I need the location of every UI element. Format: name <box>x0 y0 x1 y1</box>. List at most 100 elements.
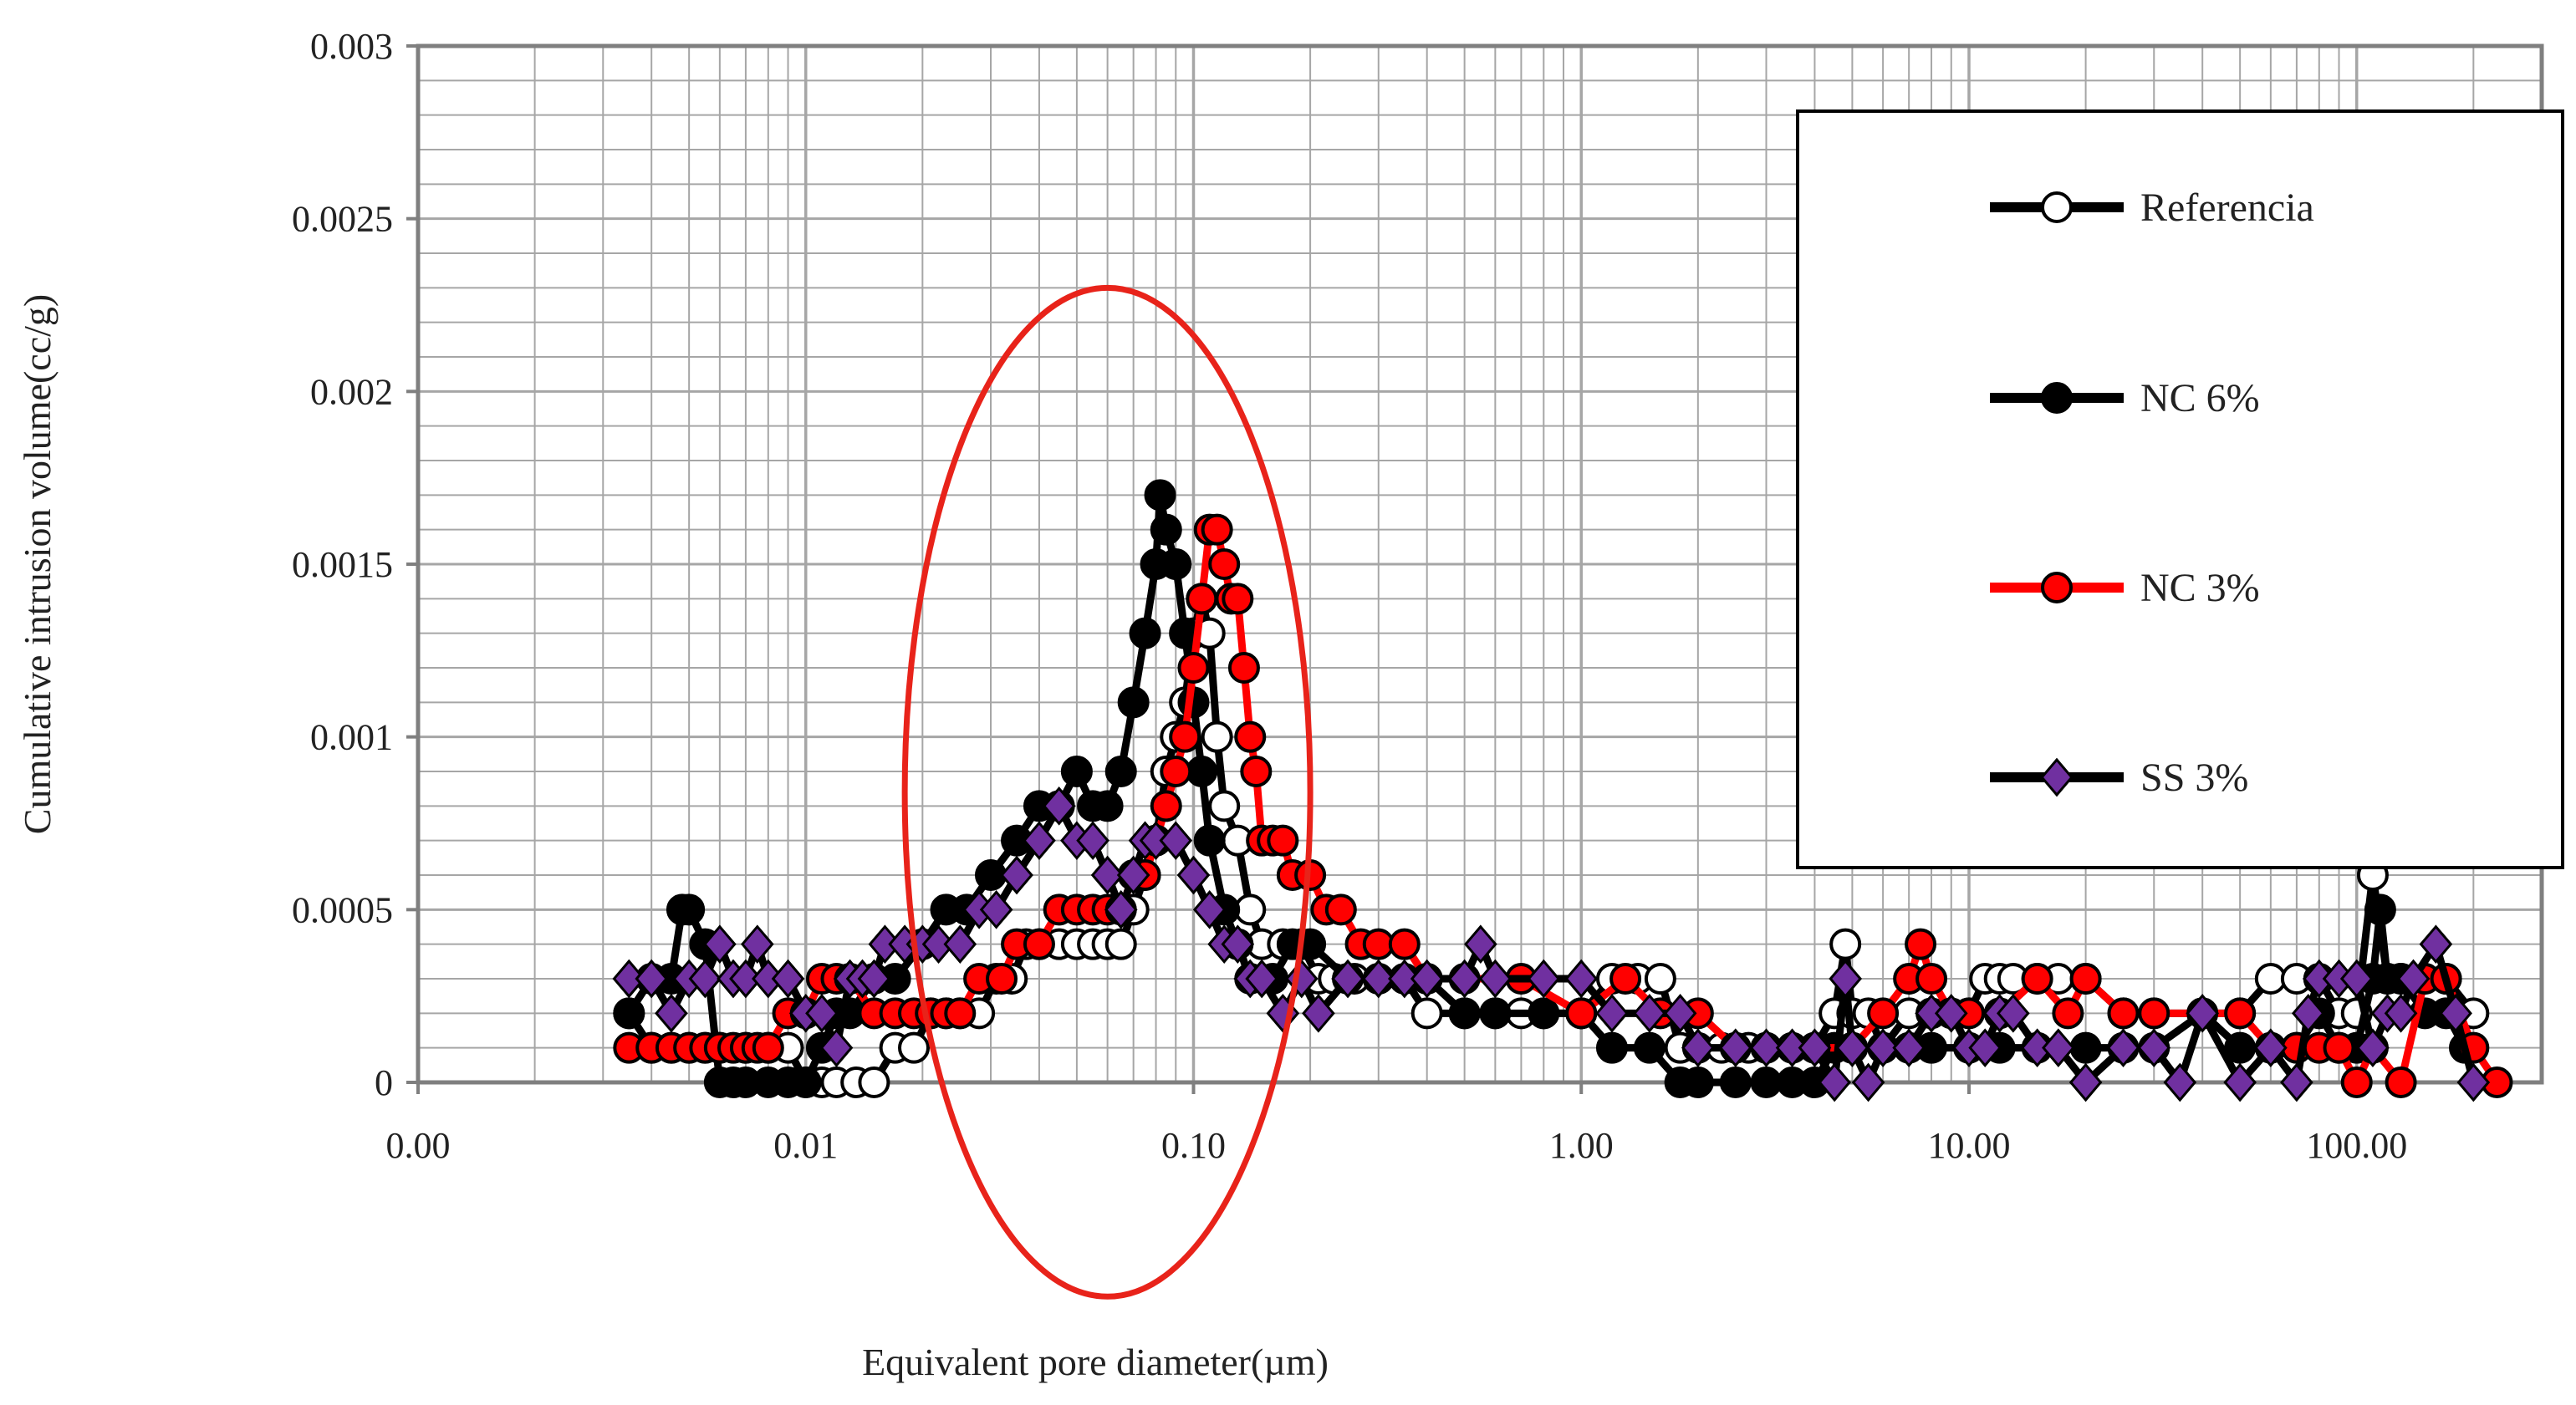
data-point-nc-3 <box>1201 513 1233 546</box>
data-point-ss-3 <box>1892 1028 1926 1067</box>
data-point-referencia <box>1234 893 1267 926</box>
data-point-nc-6 <box>1144 479 1176 512</box>
data-point-ss-3 <box>1749 1028 1783 1067</box>
data-point-nc-6 <box>1104 756 1137 787</box>
data-point-nc-3 <box>1186 583 1218 615</box>
data-point-ss-3 <box>2339 959 2374 999</box>
data-point-ss-3 <box>1331 959 1365 999</box>
data-point-ss-3 <box>1245 959 1278 999</box>
data-point-nc-6 <box>1150 513 1182 546</box>
y-tick-label: 0.0025 <box>292 199 393 240</box>
data-point-ss-3 <box>1798 1028 1832 1067</box>
legend-entry-nc-3: NC 3% <box>1990 566 2260 610</box>
y-tick-label: 0.002 <box>310 371 393 412</box>
data-point-nc-3 <box>1177 652 1210 684</box>
data-point-ss-3 <box>2068 1062 2103 1102</box>
data-point-ss-3 <box>1159 821 1193 860</box>
y-tick-label: 0.0005 <box>292 889 393 930</box>
data-point-ss-3 <box>1361 959 1395 999</box>
data-point-ss-3 <box>1176 855 1211 895</box>
data-point-ss-3 <box>703 924 737 964</box>
data-point-nc-6 <box>1528 997 1560 1030</box>
data-point-ss-3 <box>2456 1062 2491 1102</box>
x-tick-label: 0.00 <box>386 1125 451 1166</box>
data-point-nc-3 <box>2138 997 2170 1030</box>
data-point-ss-3 <box>2280 1062 2313 1102</box>
data-point-nc-3 <box>1905 928 1937 960</box>
data-point-nc-3 <box>1565 997 1598 1030</box>
y-tick-label: 0 <box>375 1062 393 1103</box>
legend-entry-ss-3: SS 3% <box>1990 756 2248 800</box>
data-point-ss-3 <box>1681 1028 1715 1067</box>
data-point-nc-3 <box>944 997 977 1030</box>
data-point-ss-3 <box>2384 994 2418 1033</box>
data-point-nc-3 <box>1234 720 1267 753</box>
data-point-nc-6 <box>673 893 706 926</box>
x-tick-label: 1.00 <box>1549 1125 1614 1166</box>
highlight-ellipse <box>901 284 1314 1300</box>
data-point-ss-3 <box>1829 959 1862 999</box>
legend-label-nc-3: NC 3% <box>2140 566 2260 610</box>
data-point-nc-3 <box>2224 997 2257 1030</box>
data-point-ss-3 <box>2106 1028 2140 1067</box>
data-point-ss-3 <box>1478 959 1512 999</box>
data-point-nc-6 <box>1719 1066 1752 1098</box>
x-tick-label: 0.10 <box>1161 1125 1226 1166</box>
data-point-ss-3 <box>979 890 1013 929</box>
data-point-ss-3 <box>1934 994 1968 1033</box>
y-axis-title: Cumulative intrusion volume(cc/g) <box>16 294 59 834</box>
legend-box <box>1796 109 2564 869</box>
data-point-ss-3 <box>771 959 805 999</box>
data-point-referencia <box>1644 963 1676 995</box>
data-point-referencia <box>1829 928 1862 960</box>
data-point-nc-6 <box>2069 1031 2102 1064</box>
data-point-nc-6 <box>1091 790 1124 822</box>
data-point-ss-3 <box>1527 959 1561 999</box>
data-point-ss-3 <box>1633 994 1666 1033</box>
data-point-nc-6 <box>613 997 645 1030</box>
data-point-ss-3 <box>1968 1028 2002 1067</box>
data-point-nc-6 <box>1479 997 1512 1030</box>
data-point-nc-3 <box>2052 997 2084 1030</box>
data-point-ss-3 <box>1090 855 1125 895</box>
data-point-nc-3 <box>1169 720 1201 753</box>
data-point-ss-3 <box>1410 959 1444 999</box>
data-point-ss-3 <box>1023 821 1056 860</box>
data-point-ss-3 <box>688 959 722 999</box>
data-point-ss-3 <box>1042 786 1076 826</box>
data-point-ss-3 <box>1302 994 1335 1033</box>
legend-marker-shape <box>2041 191 2073 223</box>
data-point-nc-6 <box>1060 756 1093 787</box>
data-point-referencia <box>898 1031 931 1064</box>
data-point-ss-3 <box>1718 1028 1752 1067</box>
data-point-referencia <box>1410 997 1443 1030</box>
data-point-nc-3 <box>1208 548 1241 580</box>
data-point-referencia <box>1208 790 1241 822</box>
data-point-nc-3 <box>2385 1066 2417 1098</box>
data-point-ss-3 <box>1221 924 1255 964</box>
data-point-ss-3 <box>857 959 891 999</box>
data-point-ss-3 <box>1192 890 1227 929</box>
data-series <box>612 479 2513 1102</box>
data-point-referencia <box>1201 720 1233 753</box>
data-point-nc-3 <box>1867 997 1900 1030</box>
legend-entry-nc-6: NC 6% <box>1990 376 2260 420</box>
legend-marker-shape <box>2041 382 2073 414</box>
data-point-referencia <box>1104 928 1137 960</box>
data-point-nc-6 <box>1160 548 1192 580</box>
data-point-nc-6 <box>1129 617 1161 649</box>
data-point-ss-3 <box>2356 1028 2390 1067</box>
axis-ticks: 0.00 0.01 0.10 1.00 10.00 100.00 0 0.0005 0.001 0… <box>292 26 2407 1166</box>
data-point-ss-3 <box>2254 1028 2288 1067</box>
data-point-nc-3 <box>2069 963 2102 995</box>
legend: Referencia NC 6% NC 3% SS 3% <box>1796 109 2564 869</box>
data-point-ss-3 <box>1775 1028 1809 1067</box>
legend-label-ss-3: SS 3% <box>2140 756 2248 800</box>
data-point-ss-3 <box>1447 959 1482 999</box>
data-point-ss-3 <box>612 959 646 999</box>
data-point-ss-3 <box>2396 959 2431 999</box>
data-point-nc-3 <box>1150 790 1182 822</box>
data-point-nc-3 <box>1023 928 1055 960</box>
data-point-ss-3 <box>2163 1062 2197 1102</box>
data-point-ss-3 <box>943 924 977 964</box>
